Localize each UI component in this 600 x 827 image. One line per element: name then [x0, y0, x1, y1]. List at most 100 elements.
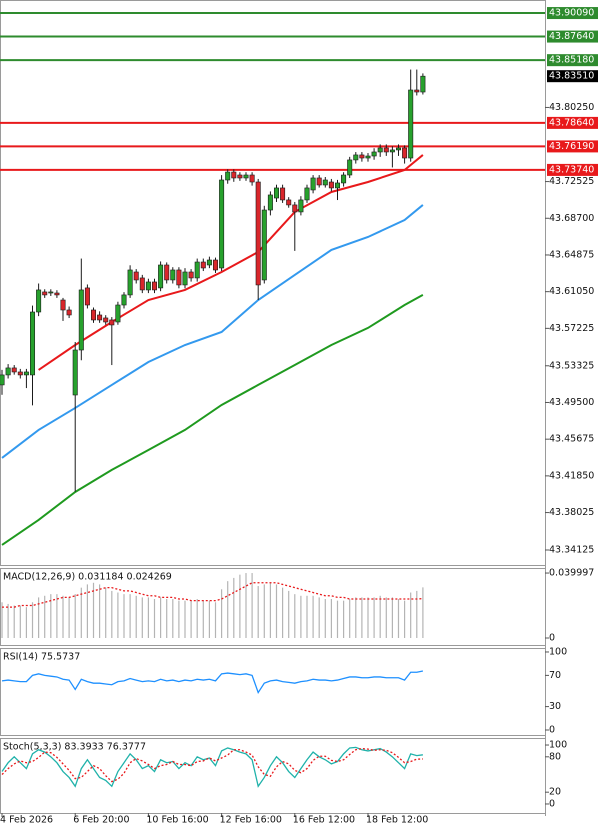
last-price-label: 43.83510	[549, 71, 594, 82]
candle-body	[377, 147, 383, 153]
x-tick-label: 4 Feb 2026	[0, 815, 53, 826]
level-label: 43.76190	[549, 141, 594, 152]
candle-body	[389, 149, 395, 153]
level-label-box	[547, 163, 598, 176]
level-label-box	[547, 30, 598, 43]
x-tick-label: 12 Feb 16:00	[220, 815, 282, 826]
candle-body	[225, 171, 231, 181]
y-tick-label: 43.49500	[549, 397, 594, 408]
candle-body	[103, 317, 109, 323]
series-line	[1, 670, 424, 695]
panel-frame	[0, 0, 546, 566]
level-label-box	[547, 116, 598, 129]
candle-body	[72, 349, 78, 396]
y-tick-label: 43.53325	[549, 360, 594, 371]
candle-body	[212, 259, 218, 271]
candle-body	[30, 311, 36, 376]
candle-body	[133, 271, 139, 281]
y-tick-label: 43.68700	[549, 213, 594, 224]
y-tick-label: 43.57225	[549, 323, 594, 334]
y-tick-label: 43.80250	[549, 102, 594, 113]
panel: 43.80250 43.72525 43.68700 43.64875 43.61050…	[0, 7, 598, 826]
series-line	[38, 154, 424, 371]
candle-body	[341, 174, 347, 184]
y-tick-label: 43.64875	[549, 249, 594, 260]
series-line	[1, 294, 424, 546]
candle-body	[200, 261, 206, 269]
y-tick-label: 43.45675	[549, 434, 594, 445]
candle-body	[66, 309, 72, 316]
candle-body	[310, 177, 316, 191]
candle-body	[328, 181, 334, 189]
indicator-title: MACD(12,26,9) 0.031184 0.024269	[3, 572, 172, 583]
candle-body	[280, 187, 286, 201]
candle-body	[243, 174, 249, 179]
y-tick-label: 0	[549, 633, 555, 644]
indicator-title: Stoch(5,3,3) 83.3933 76.3777	[3, 742, 146, 753]
y-tick-label: 43.41850	[549, 470, 594, 481]
y-tick-label: 80	[549, 751, 561, 762]
candle-body	[109, 319, 115, 326]
candle-body	[334, 182, 340, 189]
candle-body	[298, 199, 304, 213]
y-tick-label: 43.72525	[549, 176, 594, 187]
panel-frame	[0, 648, 546, 736]
candle-body	[84, 287, 90, 306]
panel: 0.039997 0 MACD(12,26,9) 0.031184 0.024269	[1, 568, 594, 644]
last-price-box	[547, 70, 598, 83]
level-label-box	[547, 7, 598, 20]
candle-body	[359, 154, 365, 159]
candle-body	[158, 264, 164, 289]
candle-body	[286, 199, 292, 206]
candle-body	[261, 209, 267, 281]
series-line	[2, 582, 423, 608]
candle-body	[414, 89, 420, 93]
candle-body	[36, 289, 42, 313]
candle-body	[231, 171, 237, 179]
candle-body	[97, 314, 103, 321]
y-tick-label: 100	[549, 740, 567, 751]
candle-body	[48, 291, 54, 294]
candle-body	[237, 174, 243, 179]
candle-body	[408, 89, 414, 159]
candle-body	[54, 292, 60, 296]
candle-body	[365, 155, 371, 159]
level-label: 43.73740	[549, 164, 594, 175]
candle-body	[371, 151, 377, 157]
candle-body	[249, 174, 255, 183]
candle-body	[145, 281, 151, 291]
candle-body	[219, 179, 225, 269]
y-tick-label: 30	[549, 701, 561, 712]
level-label-box	[547, 54, 598, 67]
candle-body	[316, 177, 322, 186]
y-tick-label: 70	[549, 670, 561, 681]
level-label: 43.90090	[549, 8, 594, 19]
candle-body	[78, 289, 84, 351]
candle-body	[206, 259, 212, 266]
candle-body	[152, 281, 158, 291]
candle-body	[17, 371, 23, 376]
indicator-title: RSI(14) 75.5737	[3, 652, 80, 663]
series-line	[1, 747, 423, 783]
candle-body	[194, 261, 200, 279]
y-tick-label: 0.039997	[549, 568, 594, 579]
level-label: 43.78640	[549, 117, 594, 128]
candle-body	[420, 75, 426, 93]
candle-body	[42, 291, 48, 296]
level-label: 43.85180	[549, 55, 594, 66]
candle-body	[353, 154, 359, 161]
y-tick-label: 43.61050	[549, 286, 594, 297]
candle-body	[170, 269, 176, 281]
level-label: 43.87640	[549, 31, 594, 42]
x-tick-label: 18 Feb 12:00	[366, 815, 428, 826]
candle-body	[60, 299, 66, 311]
y-tick-label: 0	[549, 725, 555, 736]
candle-body	[139, 277, 145, 291]
x-tick-label: 16 Feb 12:00	[293, 815, 355, 826]
candle-body	[292, 204, 298, 213]
candle-body	[164, 264, 170, 281]
series-line	[1, 746, 423, 788]
x-tick-label: 6 Feb 20:00	[73, 815, 129, 826]
candle-body	[273, 187, 279, 199]
